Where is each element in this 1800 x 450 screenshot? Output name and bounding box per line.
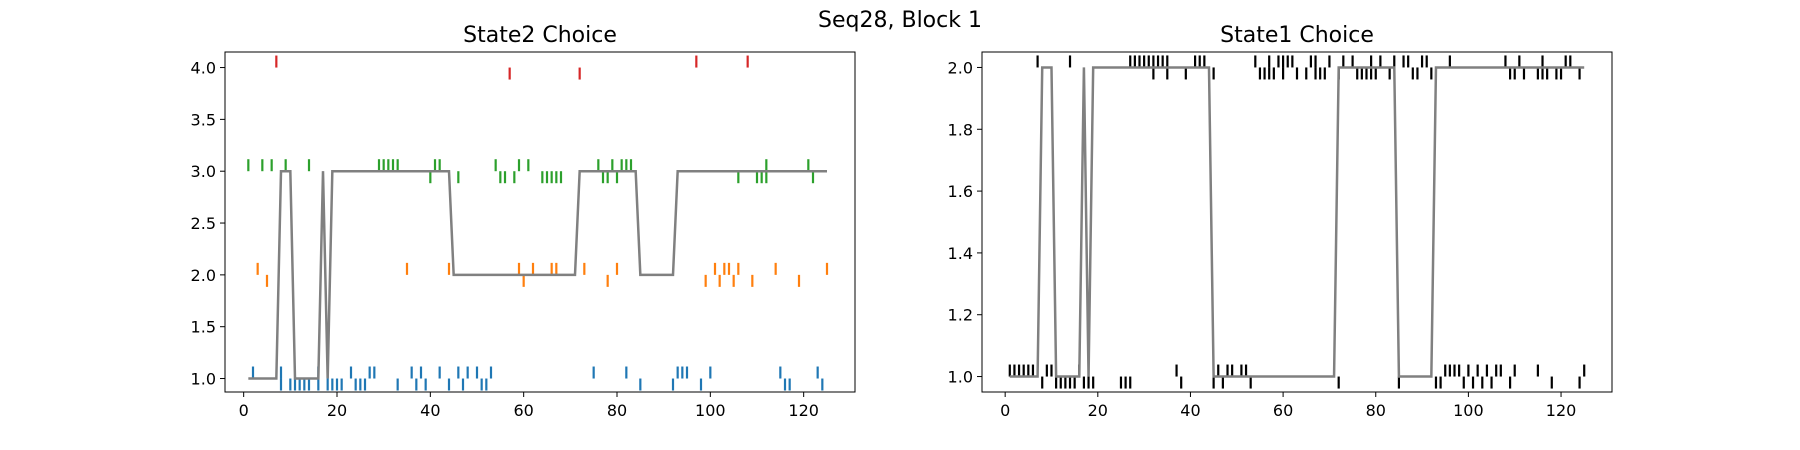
y-tick-label: 1.8 xyxy=(948,120,973,139)
y-tick-label: 1.0 xyxy=(948,368,973,387)
x-tick-label: 60 xyxy=(1273,401,1293,420)
x-tick-label: 80 xyxy=(607,401,627,420)
chart-title: State1 Choice xyxy=(1220,23,1374,48)
chart-state2-choice: State2 Choice 0 20 40 60 80 100 120 1.0 1.5 2.0 2.… xyxy=(191,23,856,420)
x-tick-label: 20 xyxy=(327,401,347,420)
x-tick-label: 120 xyxy=(788,401,819,420)
figure-suptitle: Seq28, Block 1 xyxy=(818,8,982,33)
choice-line xyxy=(1009,66,1585,378)
chart-title: State2 Choice xyxy=(463,23,617,48)
x-tick-label: 20 xyxy=(1088,401,1108,420)
x-tick-label: 100 xyxy=(1453,401,1484,420)
x-tick-label: 120 xyxy=(1546,401,1577,420)
y-tick-label: 3.0 xyxy=(191,162,216,181)
y-tick-label: 2.0 xyxy=(191,266,216,285)
y-tick-label: 2.5 xyxy=(191,214,216,233)
y-tick-label: 1.0 xyxy=(191,370,216,389)
x-tick-label: 0 xyxy=(239,401,249,420)
chart-state1-choice: State1 Choice 0 20 40 60 80 100 120 1.0 1.2 1.4 1.… xyxy=(948,23,1613,420)
y-tick-label: 2.0 xyxy=(948,58,973,77)
x-tick-label: 40 xyxy=(420,401,440,420)
y-tick-label: 1.6 xyxy=(948,182,973,201)
x-tick-label: 0 xyxy=(1000,401,1010,420)
y-tick-label: 1.5 xyxy=(191,318,216,337)
x-tick-label: 40 xyxy=(1180,401,1200,420)
x-tick-label: 60 xyxy=(513,401,533,420)
x-tick-label: 80 xyxy=(1366,401,1386,420)
plot-frame xyxy=(224,51,856,393)
y-tick-label: 3.5 xyxy=(191,110,216,129)
plot-frame xyxy=(981,51,1613,393)
choice-line xyxy=(248,169,827,380)
y-tick-label: 1.4 xyxy=(948,244,973,263)
x-tick-label: 100 xyxy=(695,401,726,420)
y-tick-label: 1.2 xyxy=(948,306,973,325)
y-tick-label: 4.0 xyxy=(191,59,216,78)
